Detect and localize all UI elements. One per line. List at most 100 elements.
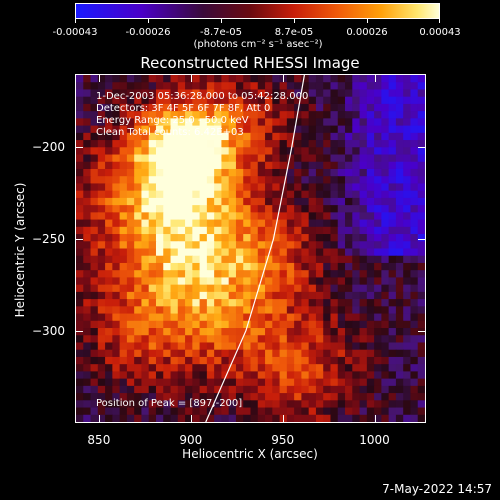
heatmap-cell — [126, 364, 135, 372]
heatmap-cell — [155, 299, 164, 307]
heatmap-cell — [250, 183, 259, 192]
heatmap-cell — [221, 270, 230, 279]
heatmap-cell — [257, 248, 266, 257]
heatmap-cell — [265, 320, 273, 329]
heatmap-cell — [214, 328, 223, 336]
heatmap-cell — [126, 306, 135, 315]
heatmap-cell — [163, 277, 172, 286]
heatmap-cell — [395, 147, 404, 156]
heatmap-cell — [235, 176, 244, 185]
heatmap-cell — [410, 393, 419, 401]
heatmap-cell — [315, 356, 324, 365]
heatmap-cell — [155, 154, 164, 163]
heatmap-cell — [90, 96, 99, 105]
heatmap-cell — [294, 234, 302, 242]
heatmap-cell — [257, 328, 266, 336]
heatmap-cell — [374, 96, 382, 105]
heatmap-cell — [148, 140, 157, 148]
heatmap-cell — [395, 103, 404, 112]
heatmap-cell — [410, 342, 419, 351]
heatmap-cell — [294, 176, 302, 185]
heatmap-cell — [330, 364, 339, 372]
heatmap-cell — [112, 385, 121, 394]
heatmap-cell — [272, 378, 281, 387]
heatmap-cell — [206, 132, 215, 141]
heatmap-cell — [206, 342, 215, 351]
heatmap-cell — [381, 226, 390, 235]
heatmap-cell — [206, 212, 215, 221]
heatmap-cell — [337, 161, 346, 170]
heatmap-cell — [192, 154, 201, 163]
heatmap-cell — [148, 190, 157, 199]
heatmap-cell — [177, 241, 186, 250]
heatmap-cell — [228, 132, 237, 141]
heatmap-cell — [265, 400, 273, 409]
heatmap-cell — [301, 197, 310, 206]
heatmap-cell — [315, 291, 324, 300]
heatmap-cell — [330, 378, 339, 387]
heatmap-cell — [330, 125, 339, 134]
heatmap-cell — [134, 168, 143, 177]
heatmap-cell — [330, 212, 339, 221]
heatmap-cell — [294, 154, 302, 163]
heatmap-cell — [403, 306, 412, 315]
heatmap-cell — [265, 270, 273, 279]
heatmap-cell — [112, 306, 121, 315]
heatmap-cell — [243, 219, 252, 228]
heatmap-cell — [148, 313, 157, 322]
heatmap-cell — [206, 226, 215, 235]
heatmap-cell — [381, 313, 390, 322]
heatmap-cell — [265, 313, 273, 322]
heatmap-cell — [417, 147, 425, 156]
heatmap-cell — [388, 335, 397, 344]
heatmap-cell — [155, 385, 164, 394]
heatmap-cell — [185, 197, 193, 206]
heatmap-cell — [199, 364, 208, 372]
heatmap-cell — [97, 161, 106, 170]
heatmap-cell — [417, 284, 425, 293]
heatmap-cell — [286, 262, 295, 271]
heatmap-cell — [301, 335, 310, 344]
heatmap-cell — [345, 342, 353, 351]
heatmap-cell — [134, 393, 143, 401]
heatmap-cell — [374, 407, 382, 416]
heatmap-cell — [410, 248, 419, 257]
heatmap-cell — [381, 277, 390, 286]
heatmap-cell — [170, 277, 179, 286]
heatmap-cell — [301, 183, 310, 192]
heatmap-cell — [286, 378, 295, 387]
heatmap-cell — [155, 335, 164, 344]
heatmap-cell — [90, 378, 99, 387]
heatmap-cell — [206, 364, 215, 372]
heatmap-cell — [257, 176, 266, 185]
heatmap-cell — [352, 234, 361, 242]
heatmap-cell — [134, 248, 143, 257]
heatmap-cell — [228, 255, 237, 264]
heatmap-cell — [76, 132, 84, 141]
heatmap-cell — [301, 226, 310, 235]
heatmap-cell — [243, 306, 252, 315]
heatmap-cell — [395, 299, 404, 307]
heatmap-cell — [337, 342, 346, 351]
heatmap-cell — [279, 118, 288, 127]
heatmap-cell — [235, 306, 244, 315]
heatmap-cell — [83, 393, 92, 401]
heatmap-cell — [148, 407, 157, 416]
heatmap-cell — [185, 161, 193, 170]
heatmap-cell — [214, 212, 223, 221]
heatmap-cell — [243, 226, 252, 235]
heatmap-cell — [403, 328, 412, 336]
heatmap-cell — [279, 147, 288, 156]
heatmap-cell — [301, 140, 310, 148]
heatmap-cell — [315, 161, 324, 170]
x-tick-label: 950 — [271, 433, 295, 447]
heatmap-cell — [112, 154, 121, 163]
heatmap-cell — [155, 342, 164, 351]
heatmap-cell — [235, 335, 244, 344]
heatmap-cell — [417, 270, 425, 279]
heatmap-cell — [76, 161, 84, 170]
heatmap-cell — [308, 393, 317, 401]
heatmap-cell — [315, 103, 324, 112]
heatmap-cell — [243, 147, 252, 156]
heatmap-cell — [90, 393, 99, 401]
